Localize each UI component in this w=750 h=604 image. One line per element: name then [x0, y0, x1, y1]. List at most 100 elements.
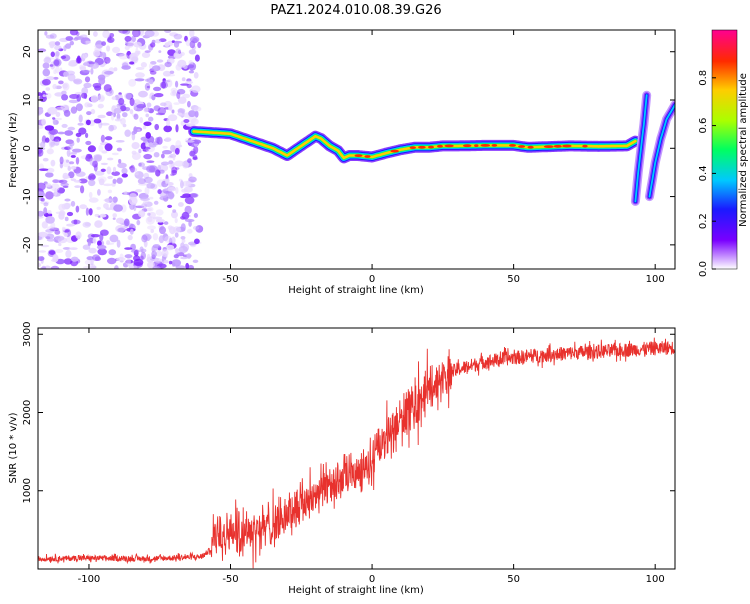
- noise-blob: [180, 195, 188, 199]
- noise-blob: [65, 159, 70, 163]
- noise-blob: [145, 113, 149, 118]
- noise-blob: [184, 196, 195, 205]
- noise-blob: [136, 104, 147, 109]
- noise-blob: [167, 49, 176, 56]
- noise-blob: [97, 94, 105, 103]
- noise-blob: [47, 107, 58, 115]
- noise-blob: [155, 219, 165, 223]
- noise-blob: [177, 108, 186, 114]
- noise-blob: [82, 221, 91, 228]
- ridge-peak: [543, 145, 554, 149]
- noise-blob: [74, 185, 81, 189]
- snr-panel: -100 -50 0 50 100 1000 2000 3000 Height of stra…: [8, 322, 676, 596]
- noise-blob: [122, 112, 128, 118]
- spectrogram-ytick-label: -20: [22, 237, 33, 253]
- noise-blob: [98, 144, 104, 152]
- noise-blob: [103, 183, 113, 187]
- noise-blob: [106, 37, 115, 43]
- noise-blob: [38, 125, 44, 130]
- noise-blob: [61, 159, 71, 168]
- noise-blob: [82, 40, 86, 44]
- noise-blob: [157, 189, 162, 195]
- noise-blob: [174, 232, 179, 238]
- noise-blob: [104, 143, 113, 152]
- noise-blob: [111, 96, 117, 100]
- noise-blob: [165, 244, 175, 251]
- noise-blob: [154, 258, 162, 263]
- noise-blob: [41, 221, 48, 229]
- noise-blob: [142, 201, 148, 205]
- noise-blob: [90, 257, 94, 266]
- spectrogram-ytick-label: 0: [22, 145, 33, 151]
- noise-blob: [189, 193, 199, 198]
- noise-blob: [144, 30, 155, 38]
- ridge-peak: [418, 145, 426, 149]
- noise-blob: [124, 190, 128, 196]
- noise-blob: [88, 263, 96, 269]
- snr-axes: -100 -50 0 50 100 1000 2000 3000: [22, 322, 675, 585]
- noise-blob: [148, 79, 154, 85]
- noise-blob: [162, 145, 168, 149]
- noise-blob: [112, 213, 117, 218]
- noise-blob: [159, 81, 168, 89]
- ridge-peak: [527, 145, 534, 149]
- snr-frame: [37, 327, 676, 570]
- noise-blob: [148, 63, 153, 70]
- noise-blob: [94, 170, 105, 176]
- snr-xtick-label: 100: [646, 574, 665, 585]
- noise-blob: [143, 240, 148, 248]
- noise-blob: [88, 61, 96, 65]
- noise-blob: [140, 62, 147, 68]
- noise-blob: [90, 108, 96, 115]
- figure-title: PAZ1.2024.010.08.39.G26: [270, 3, 441, 18]
- noise-blob: [46, 148, 54, 155]
- noise-blob: [50, 265, 60, 269]
- tail-layer: [634, 94, 648, 203]
- noise-blob: [70, 151, 77, 155]
- spectrogram-xtick-label: -50: [222, 274, 238, 285]
- noise-blob: [152, 244, 161, 249]
- noise-blob: [155, 250, 163, 257]
- noise-blob: [42, 157, 49, 162]
- noise-blob: [193, 72, 199, 79]
- noise-blob: [145, 132, 151, 139]
- noise-blob: [180, 223, 186, 232]
- noise-blob: [73, 78, 83, 85]
- noise-blob: [51, 183, 60, 192]
- noise-blob: [102, 30, 110, 39]
- noise-blob: [66, 149, 71, 157]
- noise-blob: [168, 104, 173, 111]
- noise-blob: [88, 175, 92, 181]
- noise-blob: [111, 171, 120, 177]
- noise-blob: [117, 227, 125, 233]
- noise-blobs: [38, 30, 204, 269]
- noise-blob: [194, 110, 199, 118]
- noise-blob: [191, 85, 201, 93]
- noise-blob: [158, 235, 165, 244]
- noise-blob: [75, 31, 80, 36]
- noise-blob: [129, 109, 134, 115]
- noise-blob: [124, 247, 133, 250]
- noise-blob: [108, 249, 117, 256]
- noise-blob: [79, 204, 87, 210]
- noise-blob: [178, 202, 184, 207]
- noise-blob: [177, 96, 187, 104]
- noise-blob: [164, 42, 170, 47]
- noise-blob: [175, 80, 179, 88]
- noise-blob: [188, 173, 193, 178]
- noise-blob: [171, 166, 178, 174]
- noise-blob: [133, 258, 144, 266]
- noise-blob: [173, 254, 179, 259]
- noise-blob: [67, 145, 73, 150]
- noise-blob: [139, 117, 144, 123]
- noise-blob: [138, 90, 148, 98]
- noise-blob: [54, 229, 61, 235]
- noise-blob: [94, 44, 104, 49]
- noise-blob: [38, 92, 42, 97]
- noise-blob: [180, 236, 186, 240]
- noise-blob: [188, 110, 196, 118]
- noise-blob: [107, 157, 114, 161]
- noise-blob: [171, 109, 175, 114]
- noise-blob: [83, 82, 92, 89]
